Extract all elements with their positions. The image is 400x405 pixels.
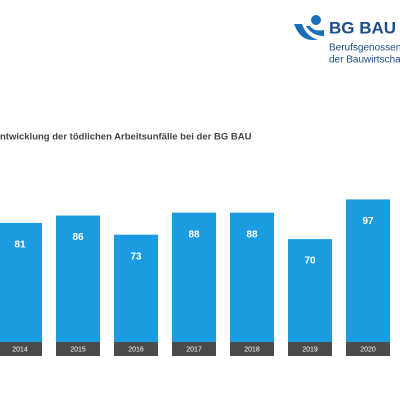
category-box [230,342,274,356]
logo-icon [311,15,321,25]
category-box [172,342,216,356]
data-label: 70 [304,256,316,267]
x-tick-label: 2014 [12,346,28,353]
logo-line: der Bauwirtschaft [329,55,400,66]
logo-line: Berufsgenossens [329,43,400,54]
x-tick-label: 2020 [360,346,376,353]
category-box [0,342,42,356]
x-tick-label: 2016 [128,346,144,353]
x-tick-label: 2018 [244,346,260,353]
category-box [346,342,390,356]
bar [172,212,216,342]
x-tick-label: 2017 [186,346,202,353]
logo-name: BG BAU [329,18,396,37]
bar [56,215,100,342]
logo: BG BAU Berufsgenossens der Bauwirtschaft [294,15,400,66]
x-tick-label: 2019 [302,346,318,353]
data-label: 81 [14,240,26,251]
bar [346,199,390,342]
category-box [56,342,100,356]
bar [230,212,274,342]
data-label: 73 [130,251,142,262]
bar [0,222,42,342]
category-box [114,342,158,356]
bar [288,239,332,342]
category-box [288,342,332,356]
chart-title: ntwicklung der tödlichen Arbeitsunfälle … [0,132,252,143]
bar [114,234,158,342]
data-label: 97 [362,216,374,227]
data-label: 88 [246,229,258,240]
data-label: 88 [188,229,200,240]
x-tick-label: 2015 [70,346,86,353]
logo-icon [294,24,324,40]
data-label: 86 [72,232,84,243]
